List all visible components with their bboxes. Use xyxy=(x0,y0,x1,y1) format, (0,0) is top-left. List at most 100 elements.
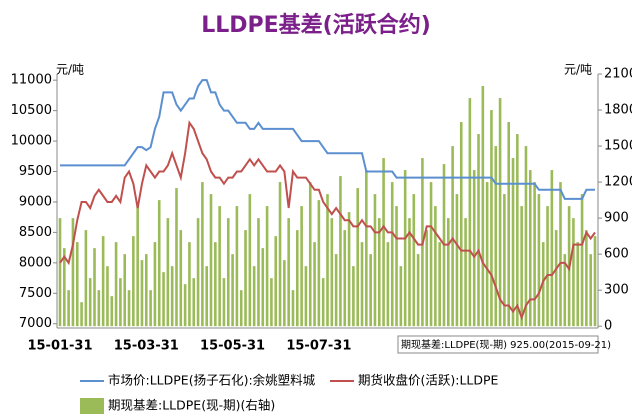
bar xyxy=(377,218,381,327)
bar xyxy=(537,194,541,327)
legend-label: 市场价:LLDPE(扬子石化):余姚塑料城 xyxy=(108,373,316,388)
bar xyxy=(231,254,234,327)
bar xyxy=(278,182,282,327)
y-unit: 元/吨 xyxy=(56,63,84,77)
bar xyxy=(429,182,433,327)
legend-label: 期现基差:LLDPE(现-期)(右轴) xyxy=(108,398,275,413)
bar xyxy=(472,170,476,327)
y-tick-label: 11000 xyxy=(11,73,52,88)
bar xyxy=(347,212,351,327)
bar xyxy=(304,266,308,327)
bar xyxy=(283,260,286,327)
bar xyxy=(157,200,161,327)
y2-tick-label: 900 xyxy=(604,211,629,226)
bar xyxy=(308,182,312,327)
bar xyxy=(511,158,515,327)
bar xyxy=(97,290,101,327)
bar xyxy=(132,236,135,327)
line xyxy=(60,79,595,200)
bar xyxy=(408,218,411,327)
bar xyxy=(416,254,420,327)
bar xyxy=(390,182,394,327)
y2-tick-label: 2100 xyxy=(604,67,632,82)
bar xyxy=(106,266,109,327)
bar xyxy=(546,206,549,327)
bar xyxy=(93,248,96,327)
bar xyxy=(149,290,152,327)
bar xyxy=(550,170,554,327)
bar xyxy=(528,170,532,327)
bar xyxy=(516,134,519,327)
bar xyxy=(459,122,463,327)
bar xyxy=(291,290,295,327)
y2-unit: 元/吨 xyxy=(564,63,592,77)
y-tick-label: 10000 xyxy=(11,134,52,149)
bar xyxy=(321,278,325,327)
bar xyxy=(330,218,334,327)
bar xyxy=(192,278,196,327)
bar xyxy=(339,176,342,327)
x-tick-label: 15-07-31 xyxy=(286,339,351,354)
bar xyxy=(136,206,139,327)
bar xyxy=(447,218,450,327)
bar xyxy=(373,194,377,327)
legend-label: 期货收盘价(活跃):LLDPE xyxy=(358,373,499,388)
y2-tick-label: 300 xyxy=(604,283,629,298)
y-tick-label: 7000 xyxy=(19,316,52,331)
bar xyxy=(477,134,480,327)
chart-title: LLDPE基差(活跃合约) xyxy=(201,12,431,38)
bar xyxy=(201,182,204,327)
y-tick-label: 10500 xyxy=(11,103,52,118)
y2-tick-label: 0 xyxy=(604,319,612,334)
bar xyxy=(576,242,580,327)
bar xyxy=(585,230,588,327)
bar xyxy=(369,254,372,327)
bar xyxy=(188,242,191,327)
bar xyxy=(563,254,567,327)
bar xyxy=(434,206,437,327)
bar xyxy=(589,254,592,327)
bar xyxy=(403,170,407,327)
bar xyxy=(175,188,178,327)
bar xyxy=(270,278,273,327)
bar xyxy=(343,230,347,327)
annotation: 期现基差:LLDPE(现-期) 925.00(2015-09-21) xyxy=(401,338,611,351)
y2-tick-label: 600 xyxy=(604,247,629,262)
bar xyxy=(252,266,256,327)
bar xyxy=(541,242,545,327)
bar xyxy=(80,302,83,327)
y2-tick-label: 1800 xyxy=(604,103,632,118)
bar xyxy=(119,278,122,327)
bar xyxy=(468,98,472,327)
bar xyxy=(317,200,321,327)
bar xyxy=(140,260,144,327)
legend-swatch xyxy=(80,398,104,414)
bar xyxy=(127,290,131,327)
bar xyxy=(123,254,127,327)
annotation-box xyxy=(397,335,599,354)
bar xyxy=(554,230,558,327)
bar xyxy=(205,266,208,327)
bar xyxy=(244,230,247,327)
bar xyxy=(494,146,498,327)
bar xyxy=(451,146,454,327)
y-tick-label: 8000 xyxy=(19,255,52,270)
bar xyxy=(498,98,502,327)
bar xyxy=(580,194,584,327)
bar xyxy=(464,218,467,327)
bar xyxy=(222,278,226,327)
bar xyxy=(455,194,459,327)
bar xyxy=(365,170,368,327)
bar xyxy=(326,194,329,327)
bar xyxy=(63,248,66,327)
bar xyxy=(412,194,416,327)
bar xyxy=(153,242,157,327)
bar xyxy=(481,86,485,327)
bar xyxy=(235,206,239,327)
bar xyxy=(520,206,523,327)
bar xyxy=(572,218,575,327)
bar xyxy=(209,194,213,327)
bar xyxy=(334,254,338,327)
bar xyxy=(559,182,562,327)
